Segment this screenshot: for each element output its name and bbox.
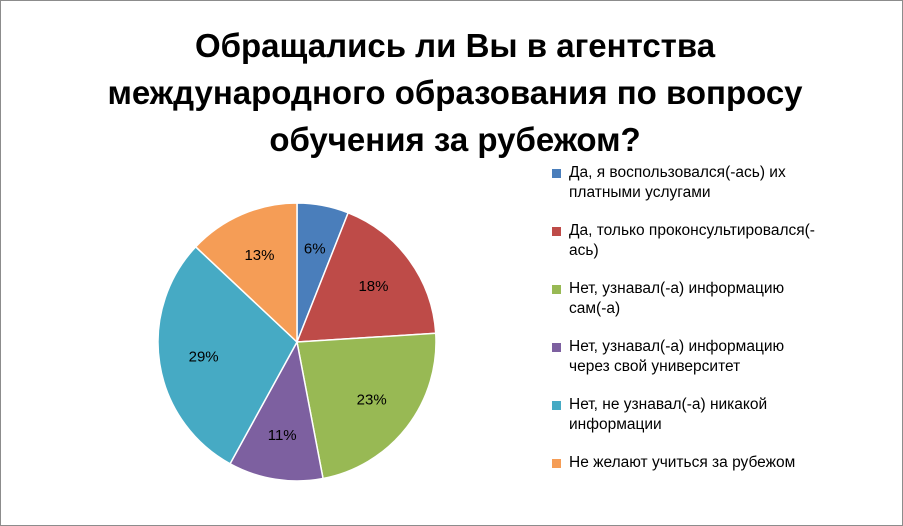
chart-title-line-2: международного образования по вопросу (107, 74, 803, 111)
legend-swatch (552, 343, 561, 352)
chart-title: Обращались ли Вы в агентства международн… (60, 22, 850, 163)
legend-label-line: Нет, не узнавал(-а) никакой (569, 396, 768, 413)
legend-label-line: платными услугами (569, 184, 711, 201)
legend-item-5: Нет, не узнавал(-а) никакой информации (552, 395, 882, 435)
legend-swatch (552, 227, 561, 236)
pie-slice-6 (194, 202, 298, 344)
legend-item-4: Нет, узнавал(-а) информацию через свой ун… (552, 337, 882, 377)
legend-label-line: сам(-а) (569, 300, 621, 317)
pie-slice-label-3: 23% (357, 391, 387, 408)
pie-slice-label-1: 6% (304, 241, 326, 258)
legend-swatch (552, 169, 561, 178)
pie-slice-label-5: 29% (189, 348, 219, 365)
pie-slice-3 (296, 332, 437, 480)
chart-title-line-3: обучения за рубежом? (269, 121, 641, 158)
pie-slice-label-2: 18% (358, 278, 388, 295)
pie-slice-5 (157, 245, 298, 465)
legend-swatch (552, 285, 561, 294)
pie-slice-label-4: 11% (268, 427, 297, 444)
legend-label-line: Нет, узнавал(-а) информацию (569, 338, 785, 355)
legend-label-line: через свой университет (569, 358, 741, 375)
legend-item-2: Да, только проконсультировался(- ась) (552, 221, 882, 261)
pie-slice-label-6: 13% (244, 247, 274, 264)
legend-item-6: Не желают учиться за рубежом (552, 453, 882, 473)
chart-legend: Да, я воспользовался(-ась) их платными ус… (552, 163, 882, 473)
legend-label-line: Да, только проконсультировался(- (569, 222, 815, 239)
legend-swatch (552, 401, 561, 410)
legend-label-line: Нет, узнавал(-а) информацию (569, 280, 785, 297)
legend-label-line: Да, я воспользовался(-ась) их (569, 164, 786, 181)
legend-item-1: Да, я воспользовался(-ась) их платными ус… (552, 163, 882, 203)
legend-label-line: ась) (569, 242, 599, 259)
legend-label-line: информации (569, 416, 662, 433)
pie-slice-2 (295, 211, 437, 343)
pie-slice-4 (229, 339, 324, 482)
chart-title-line-1: Обращались ли Вы в агентства (194, 27, 716, 64)
legend-item-3: Нет, узнавал(-а) информацию сам(-а) (552, 279, 882, 319)
legend-swatch (552, 459, 561, 468)
legend-label-line: Не желают учиться за рубежом (569, 454, 796, 471)
